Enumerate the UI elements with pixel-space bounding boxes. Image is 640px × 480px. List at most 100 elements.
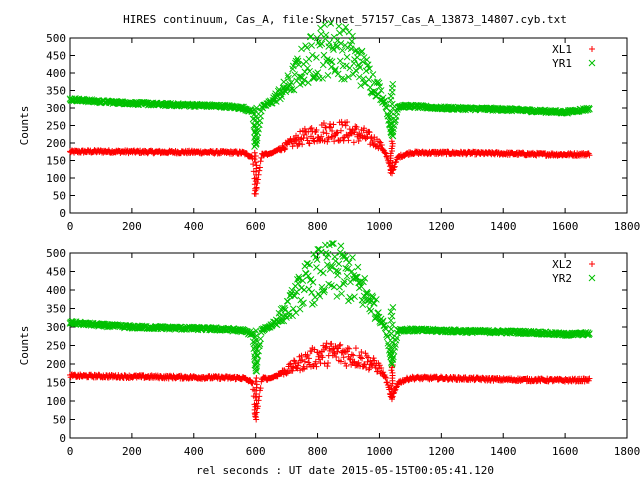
data-point [311, 299, 318, 307]
data-point [308, 42, 316, 49]
data-point [253, 416, 260, 423]
data-point [303, 135, 310, 142]
data-point [284, 368, 291, 375]
data-point [318, 133, 325, 140]
x-tick-label: 600 [246, 445, 266, 458]
data-point [342, 23, 350, 31]
data-point [378, 364, 385, 371]
y-tick-label: 150 [46, 155, 66, 168]
data-point [328, 240, 336, 247]
data-point [314, 246, 322, 253]
data-point [586, 330, 593, 338]
legend-marker-shape [588, 59, 596, 67]
data-point [253, 390, 260, 397]
data-point [355, 73, 363, 81]
data-point [257, 158, 264, 165]
y-tick-label: 200 [46, 137, 66, 150]
data-point [357, 82, 365, 89]
data-point [586, 375, 593, 382]
data-point [321, 138, 328, 145]
data-point [347, 295, 355, 303]
data-point [387, 108, 395, 116]
data-point [249, 107, 256, 115]
data-point [253, 104, 260, 112]
data-point [387, 325, 395, 333]
data-point [382, 375, 389, 382]
data-point [329, 263, 337, 270]
data-point [299, 141, 306, 148]
data-point [249, 330, 256, 337]
data-point [297, 128, 304, 135]
data-point [389, 356, 396, 363]
data-point [251, 181, 258, 188]
data-point [324, 72, 332, 79]
y-tick-label: 450 [46, 266, 66, 279]
data-point [347, 45, 355, 53]
y-tick-label: 350 [46, 303, 66, 316]
data-point [391, 118, 399, 126]
data-point [258, 154, 265, 161]
y-tick-label: 450 [46, 50, 66, 63]
data-point [330, 283, 338, 291]
data-point [348, 351, 355, 358]
data-point [256, 164, 263, 171]
data-point [361, 275, 369, 282]
data-point [349, 32, 356, 40]
data-point [360, 278, 367, 286]
data-point [336, 29, 343, 37]
data-point [342, 348, 349, 355]
data-point [327, 120, 334, 127]
y-tick-label: 100 [46, 395, 66, 408]
data-point [389, 132, 397, 140]
data-point [339, 347, 346, 354]
data-point [313, 256, 321, 264]
data-point [352, 123, 359, 130]
data-point [257, 385, 264, 392]
data-point [337, 358, 344, 365]
data-point [253, 381, 260, 388]
y-tick-label: 50 [53, 414, 66, 427]
data-point [346, 345, 353, 352]
data-point [322, 344, 329, 351]
data-point [308, 125, 315, 132]
data-point [359, 58, 367, 66]
data-point [332, 267, 340, 275]
data-point [388, 364, 395, 371]
data-point [323, 130, 330, 137]
data-point [382, 150, 389, 157]
data-point [319, 269, 327, 277]
data-point [253, 397, 260, 404]
data-point [320, 120, 327, 127]
data-point [280, 78, 288, 86]
data-point [359, 355, 366, 362]
data-point [340, 27, 348, 35]
data-point [334, 129, 341, 136]
data-point [369, 71, 377, 78]
data-point [306, 261, 313, 269]
data-point [327, 124, 334, 131]
data-point [344, 265, 352, 273]
data-point [330, 46, 337, 53]
data-point [347, 356, 354, 363]
data-point [350, 139, 357, 146]
data-point [388, 312, 396, 320]
data-point [271, 92, 279, 100]
data-point [284, 72, 292, 79]
data-point [350, 352, 357, 359]
data-point [362, 67, 370, 75]
data-point [360, 75, 367, 83]
data-point [366, 65, 373, 73]
x-tick-label: 0 [67, 445, 74, 458]
data-point [325, 136, 332, 143]
data-point [393, 384, 400, 391]
data-point [388, 385, 395, 392]
x-tick-label: 1200 [428, 445, 455, 458]
data-point [342, 264, 350, 272]
data-point [311, 73, 319, 80]
x-tick-label: 1600 [552, 220, 579, 233]
data-point [298, 45, 305, 53]
data-point [300, 299, 307, 307]
data-point [313, 126, 320, 133]
y-tick-label: 0 [59, 432, 66, 445]
